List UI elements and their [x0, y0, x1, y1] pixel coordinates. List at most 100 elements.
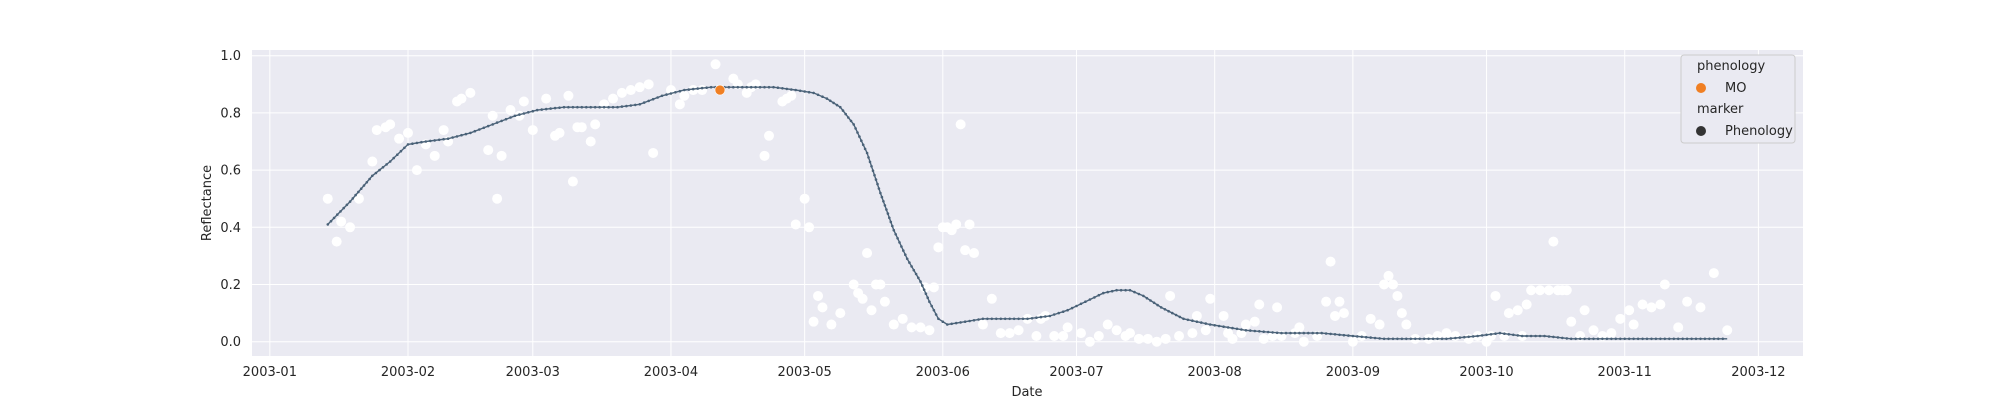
fitted-curve-marker	[420, 140, 423, 144]
fitted-curve-marker	[871, 169, 875, 172]
fitted-curve-marker	[852, 123, 855, 126]
fitted-curve-marker	[669, 92, 673, 95]
fitted-curve-marker	[486, 124, 490, 128]
fitted-curve-marker	[1311, 331, 1314, 335]
observation-point	[848, 279, 859, 290]
observation-point	[1659, 279, 1670, 290]
fitted-curve-marker	[424, 140, 428, 143]
fitted-curve-marker	[518, 113, 521, 116]
fitted-curve-marker	[1235, 327, 1239, 331]
observation-point	[1258, 333, 1269, 344]
fitted-curve-marker	[885, 208, 888, 211]
observation-point	[505, 105, 516, 116]
observation-point	[977, 319, 988, 330]
observation-point	[1133, 333, 1144, 344]
fitted-curve-marker	[482, 126, 486, 130]
observation-point	[1615, 313, 1626, 324]
fitted-curve-marker	[527, 111, 530, 114]
fitted-curve-marker	[902, 249, 905, 252]
fitted-curve-marker	[562, 105, 566, 109]
fitted-curve-marker	[642, 101, 646, 104]
observation-point	[808, 316, 819, 327]
fitted-curve-marker	[709, 85, 713, 89]
fitted-curve-marker	[776, 86, 780, 89]
fitted-curve-marker	[972, 319, 976, 322]
fitted-curve-marker	[674, 91, 677, 94]
fitted-curve-marker	[478, 128, 481, 131]
fitted-curve-marker	[1030, 317, 1034, 320]
fitted-curve-marker	[781, 87, 784, 90]
observation-point	[367, 156, 378, 167]
fitted-curve-marker	[1534, 334, 1537, 338]
observation-point	[1249, 316, 1260, 327]
fitted-curve-marker	[1119, 288, 1123, 292]
fitted-curve-marker	[772, 85, 775, 89]
fitted-curve-marker	[1280, 331, 1283, 335]
fitted-curve-marker	[849, 119, 853, 123]
fitted-curve-marker	[1596, 337, 1600, 341]
fitted-curve-marker	[745, 85, 748, 89]
fitted-curve-marker	[665, 93, 668, 96]
fitted-curve-marker	[1017, 317, 1020, 321]
observation-point	[1628, 319, 1639, 330]
fitted-curve-marker	[790, 88, 793, 91]
fitted-curve-marker	[1364, 335, 1368, 339]
fitted-curve-marker	[553, 106, 557, 110]
legend-phenology-marker	[1696, 126, 1706, 136]
fitted-curve-marker	[1520, 334, 1524, 338]
fitted-curve-marker	[531, 109, 535, 113]
fitted-curve-marker	[1556, 336, 1560, 339]
observation-point	[1441, 328, 1452, 339]
fitted-curve-marker	[1360, 335, 1364, 339]
fitted-curve-marker	[437, 138, 441, 142]
fitted-curve-marker	[829, 99, 832, 103]
fitted-curve-marker	[1369, 336, 1372, 339]
observation-point	[634, 82, 645, 93]
fitted-curve-marker	[1396, 337, 1399, 341]
fitted-curve-marker	[892, 228, 896, 232]
observation-point	[1695, 302, 1706, 313]
fitted-curve-marker	[1681, 337, 1684, 341]
observation-point	[411, 165, 422, 176]
fitted-curve-marker	[1338, 333, 1341, 337]
observation-point	[799, 193, 810, 204]
fitted-curve-marker	[469, 131, 472, 135]
fitted-curve-marker	[1485, 333, 1488, 337]
fitted-curve-marker	[986, 317, 989, 321]
observation-point	[1365, 313, 1376, 324]
fitted-curve-marker	[1391, 337, 1395, 341]
fitted-curve-marker	[880, 195, 884, 199]
observation-point	[1111, 325, 1122, 336]
fitted-curve-marker	[1494, 332, 1497, 336]
observation-point	[1004, 328, 1015, 339]
observation-point	[1165, 290, 1176, 301]
fitted-curve-marker	[917, 276, 920, 280]
fitted-curve-marker	[1418, 337, 1421, 341]
fitted-curve-marker	[1026, 317, 1029, 321]
observation-point	[866, 305, 877, 316]
fitted-curve-marker	[1703, 337, 1707, 341]
fitted-curve-marker	[1271, 331, 1274, 334]
fitted-curve-marker	[1489, 333, 1493, 336]
fitted-curve-marker	[1650, 337, 1653, 341]
fitted-curve-marker	[1512, 333, 1515, 337]
fitted-curve-marker	[898, 241, 901, 244]
observation-point	[1526, 285, 1537, 296]
observation-point	[576, 122, 587, 133]
fitted-curve-marker	[339, 210, 342, 213]
fitted-curve-marker	[835, 103, 839, 107]
fitted-curve-marker	[651, 97, 655, 101]
observation-point	[527, 125, 538, 136]
fitted-curve-marker	[954, 321, 958, 325]
fitted-curve-marker	[540, 108, 543, 111]
observation-point	[483, 145, 494, 156]
fitted-curve-marker	[1400, 337, 1404, 341]
fitted-curve-marker	[1307, 331, 1310, 335]
fitted-curve-marker	[1035, 316, 1038, 320]
fitted-curve-marker	[950, 322, 953, 326]
fitted-curve-marker	[1561, 336, 1564, 340]
fitted-curve-marker	[378, 168, 381, 172]
fitted-curve-marker	[1008, 317, 1011, 321]
observation-point	[1486, 330, 1497, 341]
